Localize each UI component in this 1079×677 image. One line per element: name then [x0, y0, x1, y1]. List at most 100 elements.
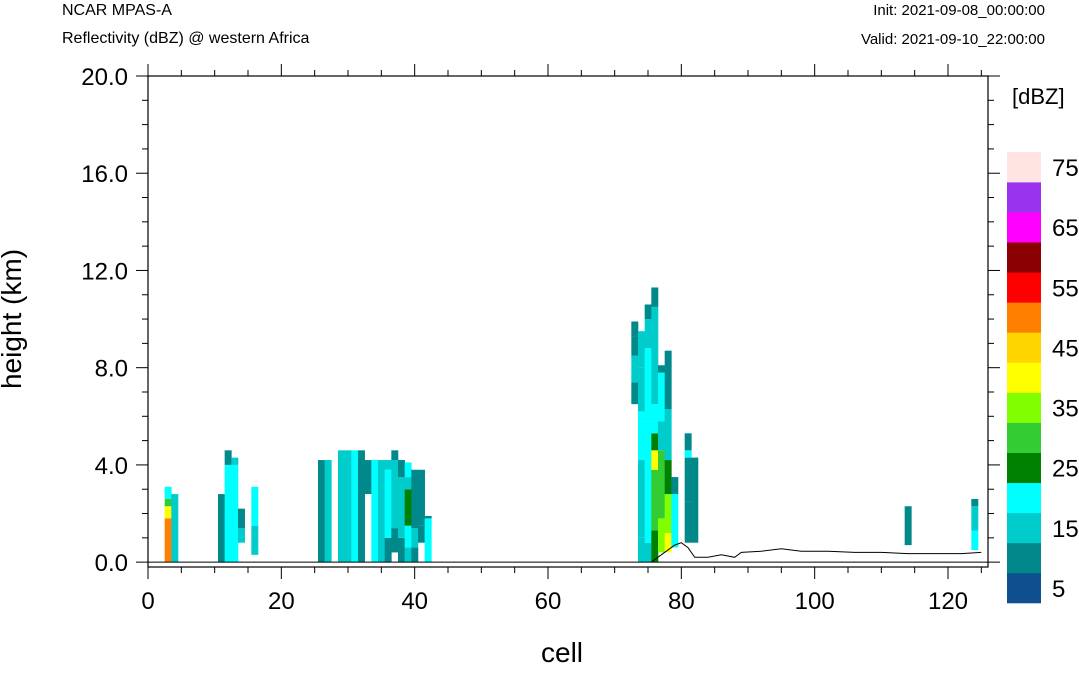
reflectivity-cell [658, 365, 665, 373]
reflectivity-cell [398, 477, 405, 538]
axis-ticks: 0 20 40 60 80 100 120 0.0 4.0 8.0 12.0 16.0 20.0 [81, 64, 1000, 615]
colorbar-swatch [1007, 392, 1041, 423]
reflectivity-cell [658, 421, 665, 451]
colorbar-swatch [1007, 302, 1041, 333]
reflectivity-cell [971, 506, 979, 531]
reflectivity-cell [338, 450, 345, 563]
reflectivity-cell [404, 489, 412, 526]
reflectivity-cell [318, 460, 325, 563]
reflectivity-cell [664, 350, 672, 410]
reflectivity-cell [631, 321, 639, 337]
init-time: Init: 2021-09-08_00:00:00 [873, 2, 1045, 19]
reflectivity-cell [644, 319, 652, 349]
reflectivity-cell [404, 477, 412, 490]
reflectivity-cell [164, 498, 172, 507]
model-title: NCAR MPAS-A [62, 2, 172, 19]
reflectivity-cell [398, 460, 405, 478]
reflectivity-cell [904, 506, 912, 546]
colorbar-label: 35 [1052, 396, 1079, 423]
plot-subtitle: Reflectivity (dBZ) @ western Africa [62, 30, 310, 47]
colorbar-swatch [1007, 512, 1041, 544]
reflectivity-cell [371, 460, 379, 563]
reflectivity-cell [411, 547, 419, 563]
colorbar-label: 65 [1052, 215, 1079, 242]
y-tick-label: 8.0 [95, 356, 128, 383]
reflectivity-cell [691, 457, 699, 543]
x-tick-label: 40 [401, 588, 428, 615]
reflectivity-cell [684, 457, 692, 502]
reflectivity-cell [638, 537, 645, 563]
reflectivity-cell [684, 501, 692, 543]
y-tick-label: 12.0 [81, 258, 128, 285]
reflectivity-cell [171, 494, 179, 563]
x-tick-label: 80 [668, 588, 695, 615]
reflectivity-cell [651, 404, 659, 434]
reflectivity-cell [344, 450, 352, 563]
colorbar-swatch [1007, 542, 1041, 574]
reflectivity-cell [651, 433, 659, 451]
colorbar-swatch [1007, 572, 1041, 604]
reflectivity-cell [384, 469, 392, 538]
reflectivity-cell [638, 460, 645, 538]
reflectivity-cell [364, 460, 372, 495]
reflectivity-cell [404, 547, 412, 563]
colorbar-swatch [1007, 422, 1041, 453]
reflectivity-cell [638, 411, 645, 461]
colorbar-label: 75 [1052, 155, 1079, 182]
colorbar: 5 15 25 35 45 55 65 75 [1007, 152, 1079, 604]
reflectivity-cell [164, 506, 172, 519]
colorbar-unit: [dBZ] [1012, 84, 1065, 109]
x-tick-label: 20 [268, 588, 295, 615]
reflectivity-cell [251, 486, 259, 497]
y-tick-label: 20.0 [81, 64, 128, 91]
reflectivity-cell [391, 477, 399, 529]
plot-frame [147, 75, 989, 568]
reflectivity-cell [651, 450, 659, 470]
reflectivity-cell [164, 494, 172, 499]
reflectivity-cell [424, 518, 432, 563]
reflectivity-cell [351, 450, 359, 563]
reflectivity-cell [664, 409, 672, 461]
colorbar-label: 5 [1052, 576, 1065, 603]
reflectivity-cell [658, 450, 665, 519]
reflectivity-cell [224, 464, 232, 563]
colorbar-swatch [1007, 272, 1041, 303]
x-tick-label: 60 [535, 588, 562, 615]
reflectivity-cell [644, 348, 652, 422]
reflectivity-cell [391, 460, 399, 478]
x-tick-label: 120 [928, 588, 968, 615]
reflectivity-cell [398, 537, 405, 563]
reflectivity-cell [411, 528, 419, 548]
y-tick-label: 16.0 [81, 161, 128, 188]
reflectivity-cell [404, 462, 412, 478]
reflectivity-cell [651, 530, 659, 563]
y-tick-label: 0.0 [95, 550, 128, 577]
reflectivity-cell [164, 518, 172, 563]
colorbar-swatch [1007, 242, 1041, 273]
colorbar-swatch [1007, 332, 1041, 363]
reflectivity-cell [164, 486, 172, 495]
reflectivity-cell [664, 532, 672, 553]
reflectivity-cell [631, 355, 639, 383]
reflectivity-cell [651, 306, 659, 405]
reflectivity-cell [971, 498, 979, 507]
reflectivity-cell [231, 457, 239, 465]
reflectivity-cell [664, 494, 672, 533]
reflectivity-cell [251, 525, 259, 555]
reflectivity-cell [218, 494, 225, 563]
reflectivity-cell [424, 515, 432, 519]
reflectivity-cell [658, 372, 665, 422]
terrain-line [651, 542, 982, 563]
reflectivity-cell [391, 450, 399, 461]
reflectivity-cell [224, 450, 232, 465]
reflectivity-cell [411, 469, 419, 529]
reflectivity-cell [631, 336, 639, 356]
reflectivity-cell [684, 450, 692, 458]
colorbar-label: 15 [1052, 516, 1079, 543]
colorbar-swatch [1007, 452, 1041, 484]
colorbar-label: 25 [1052, 456, 1079, 483]
reflectivity-cell [651, 287, 659, 307]
colorbar-swatch [1007, 212, 1041, 243]
y-tick-label: 4.0 [95, 453, 128, 480]
reflectivity-cell [418, 525, 425, 543]
